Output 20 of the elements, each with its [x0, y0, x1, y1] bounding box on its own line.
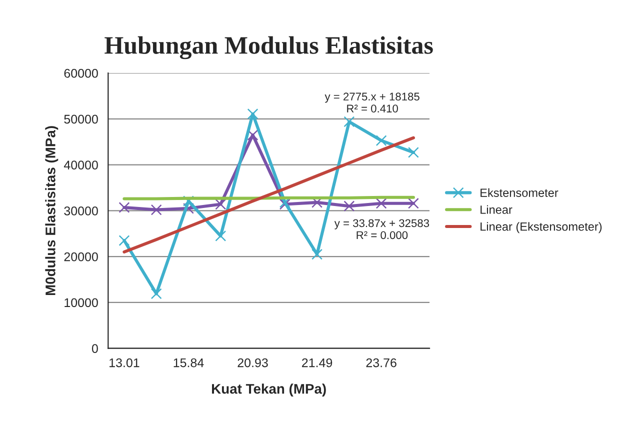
y-tick-label: 10000: [64, 298, 98, 308]
y-axis-title: M0dulus Elastisitas (MPa): [45, 126, 58, 296]
x-tick-label: 21.49: [302, 358, 332, 368]
x-axis-title: Kuat Tekan (MPa): [212, 384, 326, 397]
legend-label: Linear: [480, 205, 512, 214]
annotation: y = 33.87x + 32583 R² = 0.000: [334, 219, 430, 240]
x-tick-label: 23.76: [366, 358, 396, 368]
y-tick-label: 60000: [64, 68, 98, 78]
y-tick-label: 0: [92, 344, 98, 353]
annotation: y = 2775.x + 18185 R² = 0.410: [324, 92, 420, 112]
legend-label: Linear (Ekstensometer): [480, 222, 602, 234]
y-tick-label: 40000: [64, 160, 98, 170]
x-tick-label: 13.01: [110, 358, 140, 368]
y-tick-label: 20000: [64, 252, 98, 262]
chart-title: Hubungan Modulus Elastisitas: [104, 36, 433, 60]
y-tick-label: 30000: [64, 206, 98, 216]
x-tick-label: 15.84: [174, 358, 204, 368]
y-tick-label: 50000: [64, 114, 98, 124]
legend-label: Ekstensometer: [480, 188, 558, 197]
x-tick-label: 20.93: [238, 358, 268, 368]
